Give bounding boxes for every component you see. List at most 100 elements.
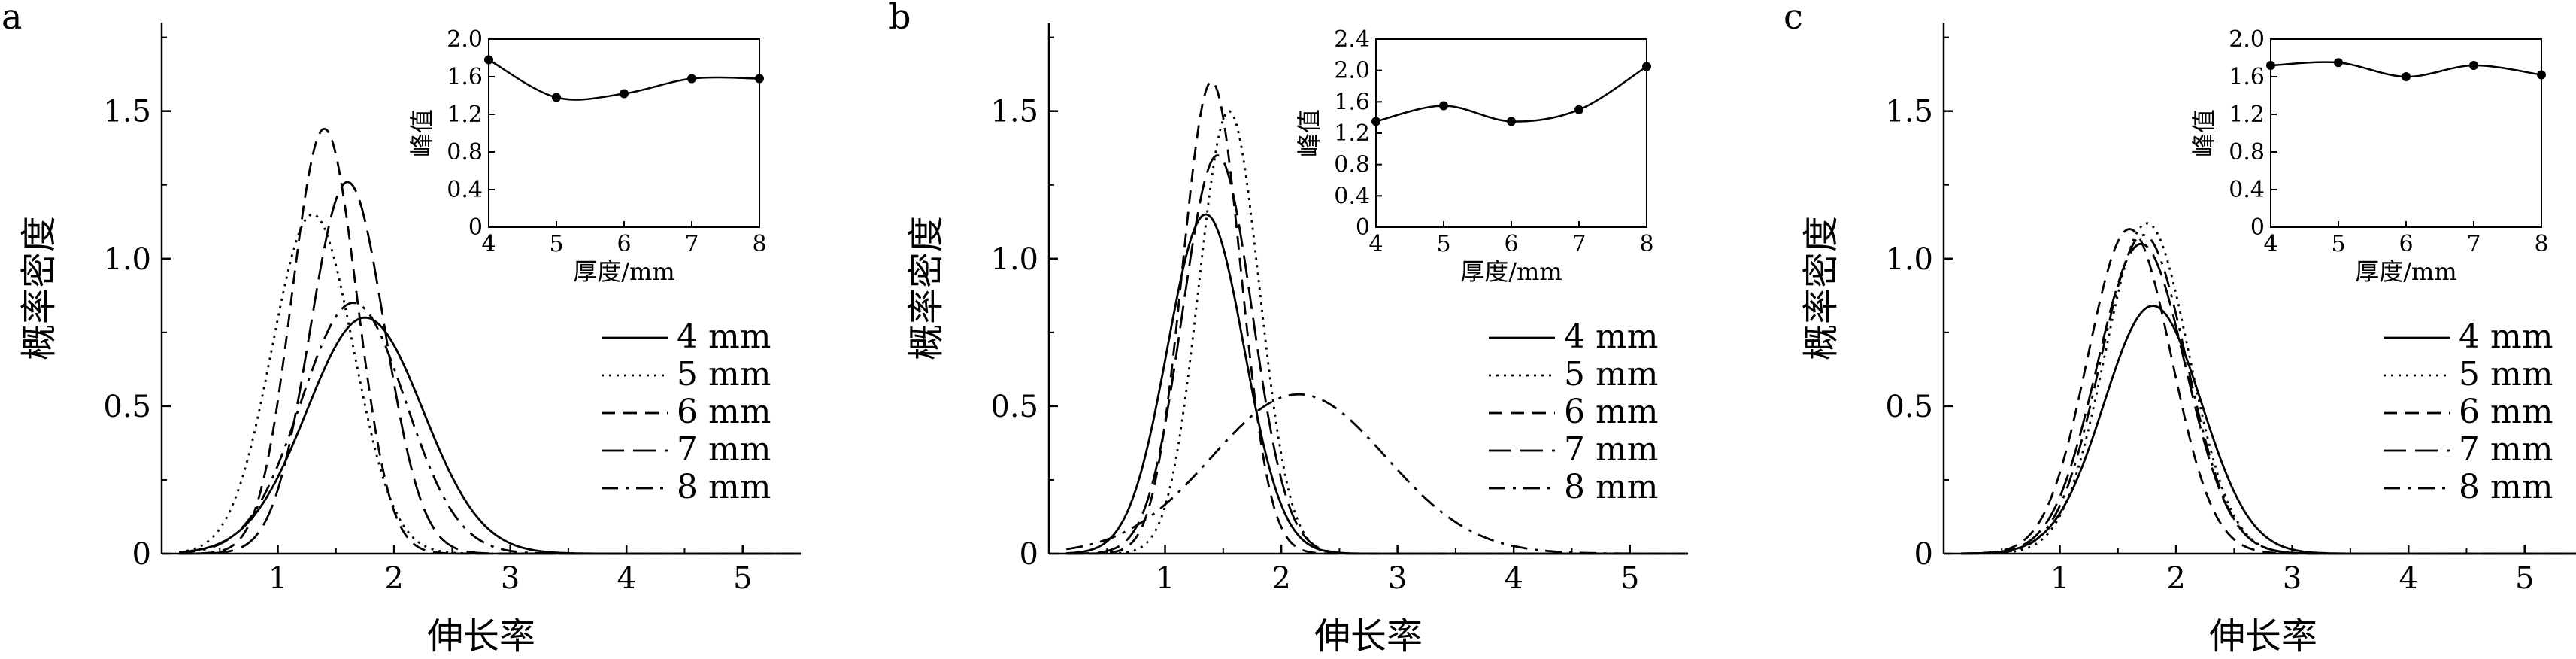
inset-data-point: [620, 89, 629, 99]
x-tick-label: 2: [1271, 561, 1290, 596]
inset-y-tick-label: 1.6: [2229, 64, 2265, 90]
legend-label: 5 mm: [2459, 355, 2553, 393]
y-tick-label: 0: [1914, 537, 1933, 572]
inset-x-tick-label: 7: [2466, 231, 2481, 257]
inset-data-point: [687, 74, 696, 84]
inset-chart: 4 5 6 7 8 0 0.4 0.8 1.2 1.6 2.0 2.4 厚度/mm 峰值: [1295, 26, 1654, 286]
legend-label: 6 mm: [1564, 393, 1658, 431]
inset-x-tick-label: 7: [1571, 231, 1586, 257]
inset-data-point: [1642, 62, 1651, 71]
inset-data-point: [1439, 101, 1448, 111]
x-tick-label: 5: [1620, 561, 1639, 596]
y-tick-label: 0.5: [103, 390, 151, 424]
inset-x-tick-label: 4: [481, 231, 496, 257]
y-tick-label: 0: [132, 537, 151, 572]
legend-label: 5 mm: [677, 355, 771, 393]
inset-line: [1375, 65, 1647, 123]
series-curve-3: [1961, 228, 2576, 555]
y-axis-title: 概率密度: [18, 216, 60, 360]
legend-label: 6 mm: [677, 393, 771, 431]
inset-x-tick-label: 8: [752, 231, 766, 257]
x-tick-label: 4: [2399, 561, 2417, 596]
inset-y-tick-label: 2.0: [1334, 58, 1370, 84]
legend-label: 8 mm: [1564, 468, 1658, 506]
inset-data-point: [552, 93, 561, 102]
inset-data-point: [2334, 58, 2343, 68]
inset-y-axis-title: 峰值: [408, 109, 436, 157]
inset-x-tick-label: 5: [549, 231, 563, 257]
inset-x-axis-title: 厚度/mm: [2355, 257, 2456, 286]
x-axis-title: 伸长率: [2209, 615, 2317, 657]
inset-x-tick-label: 6: [1504, 231, 1518, 257]
x-tick-label: 1: [268, 561, 287, 596]
inset-frame: [488, 38, 760, 228]
inset-y-tick-label: 1.2: [1334, 120, 1370, 147]
inset-y-tick-label: 0.4: [2229, 177, 2265, 203]
legend-label: 7 mm: [2459, 430, 2553, 469]
inset-y-tick-label: 0.8: [447, 139, 483, 166]
legend-label: 8 mm: [2459, 468, 2553, 506]
inset-data-point: [755, 74, 764, 84]
y-tick-label: 1.0: [990, 242, 1038, 277]
inset-y-tick-label: 0: [2250, 214, 2265, 241]
y-tick-label: 1.0: [103, 242, 151, 277]
inset-data-point: [2469, 61, 2478, 70]
inset-data-point: [2266, 61, 2275, 70]
x-tick-label: 5: [733, 561, 752, 596]
inset-y-tick-label: 1.6: [1334, 89, 1370, 115]
inset-y-tick-label: 1.2: [447, 102, 483, 128]
inset-data-point: [2537, 70, 2546, 80]
inset-x-tick-label: 5: [2331, 231, 2345, 257]
inset-y-tick-label: 2.0: [447, 26, 483, 53]
x-tick-label: 1: [2050, 561, 2069, 596]
x-tick-label: 3: [1388, 561, 1407, 596]
inset-chart: 4 5 6 7 8 0 0.4 0.8 1.2 1.6 2.0 厚度/mm 峰值: [2190, 26, 2549, 286]
y-axis-title: 概率密度: [1800, 216, 1842, 360]
x-axis-title: 伸长率: [427, 615, 535, 657]
inset-x-tick-label: 5: [1436, 231, 1450, 257]
inset-chart: 4 5 6 7 8 0 0.4 0.8 1.2 1.6 2.0 厚度/mm 峰值: [408, 26, 767, 286]
series-curve-1: [1961, 305, 2576, 555]
legend-label: 8 mm: [677, 468, 771, 506]
x-tick-label: 5: [2515, 561, 2534, 596]
legend-label: 7 mm: [677, 430, 771, 469]
inset-x-tick-label: 6: [2399, 231, 2413, 257]
y-tick-label: 1.5: [1885, 95, 1933, 129]
x-tick-label: 4: [617, 561, 635, 596]
y-axis-title: 概率密度: [905, 216, 947, 360]
inset-frame: [1375, 38, 1647, 228]
inset-y-tick-label: 1.2: [2229, 102, 2265, 128]
series-curve-4: [179, 181, 801, 555]
inset-y-tick-label: 0.4: [1334, 183, 1370, 209]
panel-label: c: [1784, 0, 1803, 37]
inset-data-point: [1507, 117, 1516, 126]
panel-label: a: [2, 0, 22, 37]
inset-y-tick-label: 0: [468, 214, 483, 241]
y-tick-label: 0.5: [1885, 390, 1933, 424]
x-tick-label: 3: [501, 561, 520, 596]
y-tick-label: 1.5: [990, 95, 1038, 129]
x-tick-label: 3: [2283, 561, 2302, 596]
inset-data-point: [1574, 105, 1583, 114]
legend-label: 7 mm: [1564, 430, 1658, 469]
x-tick-label: 4: [1504, 561, 1523, 596]
x-axis-title: 伸长率: [1314, 615, 1423, 657]
inset-data-point: [484, 55, 493, 65]
inset-y-axis-title: 峰值: [1295, 109, 1323, 157]
inset-x-tick-label: 7: [684, 231, 699, 257]
x-tick-label: 2: [2166, 561, 2185, 596]
inset-x-tick-label: 8: [1639, 231, 1653, 257]
panel-label: b: [889, 0, 911, 37]
legend-label: 6 mm: [2459, 393, 2553, 431]
inset-data-point: [1371, 117, 1380, 126]
inset-x-axis-title: 厚度/mm: [1460, 257, 1562, 286]
x-tick-label: 1: [1156, 561, 1174, 596]
inset-y-tick-label: 0: [1356, 214, 1370, 241]
inset-y-tick-label: 1.6: [447, 64, 483, 90]
inset-x-tick-label: 8: [2534, 231, 2548, 257]
x-tick-label: 2: [384, 561, 403, 596]
inset-x-axis-title: 厚度/mm: [573, 257, 674, 286]
